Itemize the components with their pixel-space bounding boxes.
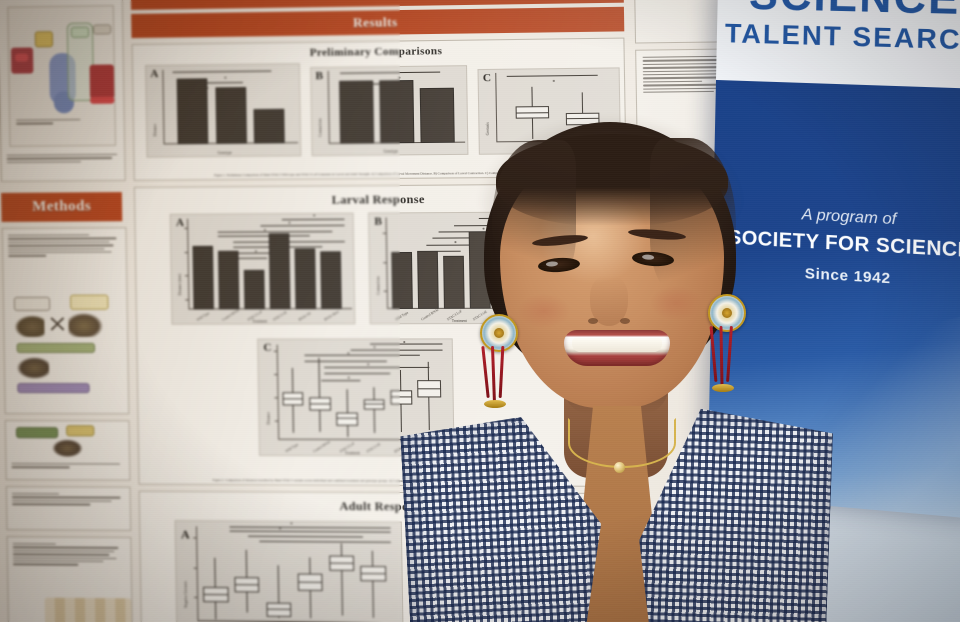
prelim-b-bar-1 bbox=[339, 80, 375, 144]
fly-illustration-1 bbox=[14, 314, 45, 338]
teeth bbox=[572, 338, 662, 352]
adult-a-box-1 bbox=[203, 537, 229, 622]
earring-right-cap bbox=[712, 384, 734, 392]
larval-panel-a: A * * * bbox=[169, 212, 356, 325]
pathway-diagram bbox=[7, 5, 117, 147]
necklace-pendant bbox=[614, 462, 625, 473]
larval-a-xlabel: Treatment bbox=[252, 319, 268, 324]
diagram-red-inner bbox=[15, 53, 29, 62]
prelim-a-bar-2 bbox=[214, 86, 247, 145]
larval-a-bar-3 bbox=[244, 269, 265, 310]
larval-panel-a-letter: A bbox=[175, 216, 185, 229]
results-intro-card bbox=[5, 486, 132, 531]
larval-b-ylabel: Contractions bbox=[376, 276, 381, 295]
nostril-right bbox=[620, 318, 630, 324]
fly-illustration-4 bbox=[52, 439, 83, 458]
larval-c-xlabel: Treatment bbox=[344, 451, 360, 456]
prelim-section-title: Preliminary Comparisons bbox=[309, 45, 443, 59]
diagram-yellow-block bbox=[34, 31, 54, 48]
results-intro-text bbox=[11, 493, 125, 507]
prelim-b-ylabel: Contractions bbox=[318, 118, 323, 137]
larval-panel-b-letter: B bbox=[374, 215, 383, 228]
student-portrait bbox=[392, 114, 832, 622]
adult-a-box-3 bbox=[265, 538, 292, 622]
larval-a-bar-6 bbox=[320, 251, 342, 310]
larval-panel-c-letter: C bbox=[263, 341, 272, 354]
gene-construct-bar-2 bbox=[17, 383, 90, 394]
prelim-panel-a-letter: A bbox=[150, 67, 159, 81]
cheek-left bbox=[518, 294, 570, 328]
gel-image bbox=[44, 597, 132, 622]
adult-a-box-6 bbox=[360, 538, 386, 622]
banner-line-talent-search: TALENT SEARCH bbox=[724, 18, 960, 56]
bottom-left-text bbox=[12, 543, 126, 568]
earring-right-medallion bbox=[708, 294, 746, 332]
hair-right-side bbox=[650, 138, 736, 298]
larval-c-box-1 bbox=[282, 355, 305, 440]
nose bbox=[590, 276, 628, 326]
adult-a-box-5 bbox=[328, 538, 355, 622]
earring-right-strand-2 bbox=[719, 325, 724, 389]
earring-right-strand-3 bbox=[726, 325, 733, 383]
methods-card-2 bbox=[4, 420, 131, 481]
larval-a-bar-2 bbox=[218, 250, 240, 310]
construct-green bbox=[15, 427, 59, 439]
earring-left-strand-1 bbox=[481, 345, 490, 399]
cheek-right bbox=[650, 286, 702, 320]
construct-yellow bbox=[66, 425, 95, 437]
larval-c-box-2 bbox=[308, 355, 331, 441]
prelim-panel-c-letter: C bbox=[482, 71, 492, 85]
left-figure-caption bbox=[6, 153, 120, 165]
larval-a-bar-5 bbox=[294, 247, 316, 310]
larval-c-box-4 bbox=[363, 355, 386, 441]
cross-parent-b-box bbox=[70, 294, 109, 310]
prelim-panel-a: A * * Distance Genotype bbox=[145, 63, 302, 158]
earring-left-strand-2 bbox=[490, 345, 497, 405]
adult-a-box-4 bbox=[297, 538, 323, 622]
methods-text bbox=[7, 234, 121, 258]
larval-c-box-3 bbox=[335, 355, 358, 441]
adult-a-box-2 bbox=[234, 538, 260, 622]
poster-left-column bbox=[0, 0, 135, 622]
methods-diagram-2 bbox=[12, 425, 121, 459]
bottom-left-card bbox=[6, 536, 133, 622]
nostril-left bbox=[588, 318, 598, 324]
prelim-a-bar-3 bbox=[253, 109, 285, 144]
gene-construct-bar bbox=[16, 342, 96, 354]
prelim-a-xlabel: Genotype bbox=[217, 150, 232, 156]
diagram-muscle-block bbox=[89, 64, 115, 99]
cross-symbol bbox=[50, 317, 64, 331]
prelim-a-ylabel: Distance bbox=[153, 123, 158, 137]
diagram-top-node bbox=[92, 24, 112, 35]
adult-a-ylabel: Negative Geotaxis bbox=[183, 581, 189, 608]
larval-c-ylabel: Distance bbox=[266, 411, 271, 425]
earring-left-cap bbox=[484, 400, 506, 408]
cross-parent-a-box bbox=[13, 296, 51, 311]
prelim-a-bar-1 bbox=[176, 78, 209, 145]
necklace-chain bbox=[568, 418, 676, 468]
fly-illustration-2 bbox=[68, 312, 103, 337]
earring-left-medallion bbox=[480, 314, 518, 352]
larval-a-bar-1 bbox=[192, 246, 214, 310]
adult-panel-a-letter: A bbox=[180, 527, 190, 542]
diagram-channel-label bbox=[70, 26, 90, 38]
methods-cross-diagram bbox=[10, 294, 122, 408]
earring-left-strand-3 bbox=[498, 345, 505, 399]
prelim-panel-b-letter: B bbox=[315, 69, 324, 83]
adult-panel-a: A * * bbox=[174, 520, 404, 622]
larval-a-bar-4 bbox=[268, 233, 291, 310]
diagram-footnote bbox=[16, 119, 109, 127]
larval-a-ylabel: Distance (mm) bbox=[177, 273, 183, 296]
methods-caption-2 bbox=[11, 463, 124, 470]
left-diagram-card bbox=[0, 0, 126, 182]
diagram-muscle-stripe bbox=[90, 96, 115, 104]
banner-white-panel: SCIENCE TALENT SEARCH bbox=[716, 0, 960, 90]
methods-body-card bbox=[1, 227, 130, 415]
fly-illustration-3 bbox=[16, 357, 50, 380]
